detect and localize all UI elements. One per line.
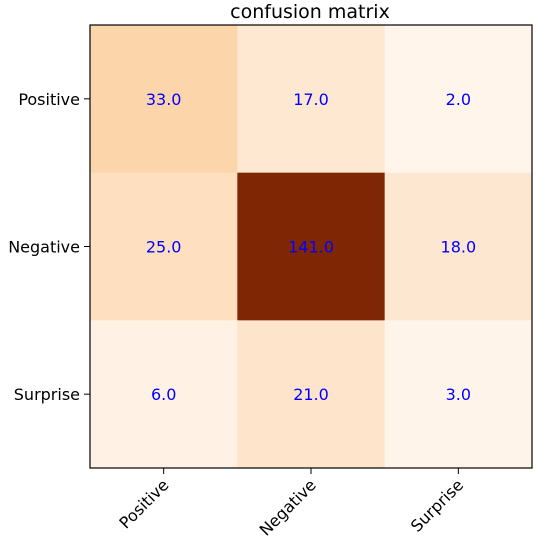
heatmap-cells <box>90 25 533 469</box>
cell-value-label: 141.0 <box>288 238 334 257</box>
y-axis: Positive Negative Surprise <box>8 90 90 404</box>
cell-value-label: 25.0 <box>146 238 182 257</box>
y-tick-label: Negative <box>8 238 80 257</box>
cell-value-label: 21.0 <box>293 385 329 404</box>
heatmap-cell <box>90 320 238 469</box>
heatmap-cell <box>384 25 533 174</box>
x-tick-label: Positive <box>115 475 172 532</box>
cell-value-label: 6.0 <box>151 385 176 404</box>
x-tick-label: Negative <box>256 475 320 539</box>
cell-annotations: 33.0 17.0 2.0 25.0 141.0 18.0 6.0 21.0 3.0 <box>146 90 476 404</box>
x-tick-label: Surprise <box>407 475 467 535</box>
cell-value-label: 2.0 <box>446 90 471 109</box>
chart-title: confusion matrix <box>230 1 390 23</box>
plot-frame <box>89 24 533 469</box>
cell-value-label: 33.0 <box>146 90 182 109</box>
x-axis: Positive Negative Surprise <box>115 468 467 540</box>
heatmap-cell <box>384 320 533 469</box>
heatmap-cell <box>237 25 386 174</box>
cell-value-label: 17.0 <box>293 90 329 109</box>
y-tick-label: Surprise <box>14 385 80 404</box>
heatmap-cell <box>384 172 533 321</box>
cell-value-label: 3.0 <box>446 385 471 404</box>
heatmap-cell <box>90 172 238 321</box>
heatmap-cell <box>237 172 386 321</box>
cell-value-label: 18.0 <box>441 238 477 257</box>
heatmap-cell <box>90 25 238 174</box>
y-tick-label: Positive <box>18 90 80 109</box>
heatmap-cell <box>237 320 386 469</box>
